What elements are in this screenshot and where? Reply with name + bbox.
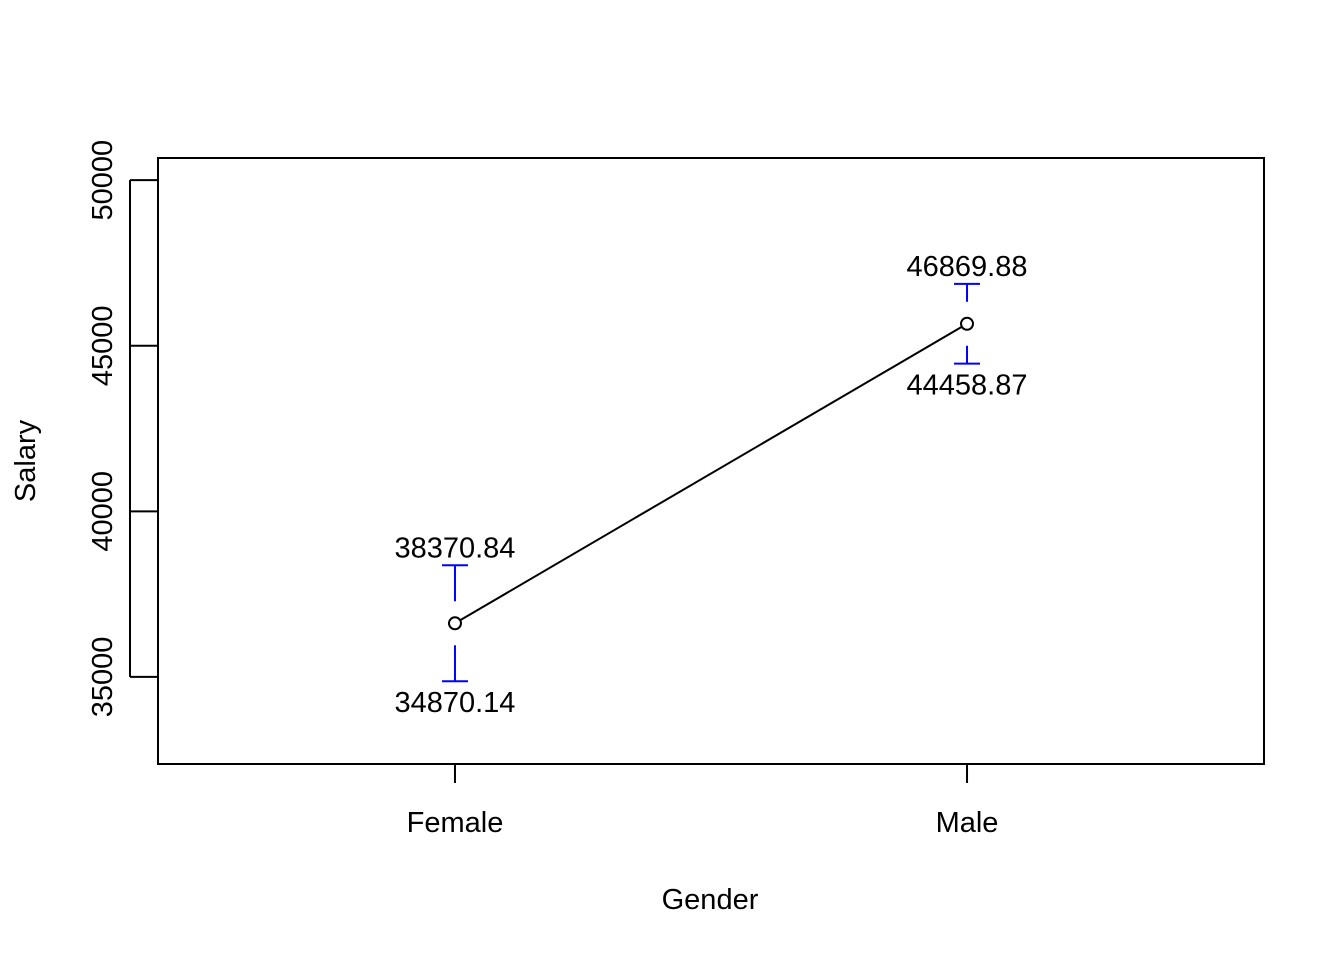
upper-value-label: 46869.88 — [907, 251, 1028, 283]
y-tick-label: 45000 — [87, 305, 119, 386]
upper-value-label: 38370.84 — [394, 532, 515, 564]
data-point — [447, 616, 462, 631]
series-line — [454, 322, 968, 625]
x-tick-label: Male — [936, 807, 999, 839]
y-axis: 35000 40000 45000 50000 — [87, 140, 158, 717]
lower-value-label: 44458.87 — [907, 370, 1028, 402]
y-axis-title: Salary — [10, 419, 42, 502]
lower-value-label: 34870.14 — [394, 687, 515, 719]
y-tick-label: 35000 — [87, 637, 119, 718]
x-tick-label: Female — [407, 807, 504, 839]
chart-marks: 38370.84 34870.14 46869.88 44458.87 — [394, 251, 1027, 719]
y-tick-label: 40000 — [87, 471, 119, 552]
x-axis-title: Gender — [662, 884, 759, 916]
y-tick-label: 50000 — [87, 140, 119, 221]
x-axis: Female Male — [407, 763, 999, 839]
data-point — [960, 316, 975, 331]
plot-frame — [157, 157, 1265, 765]
